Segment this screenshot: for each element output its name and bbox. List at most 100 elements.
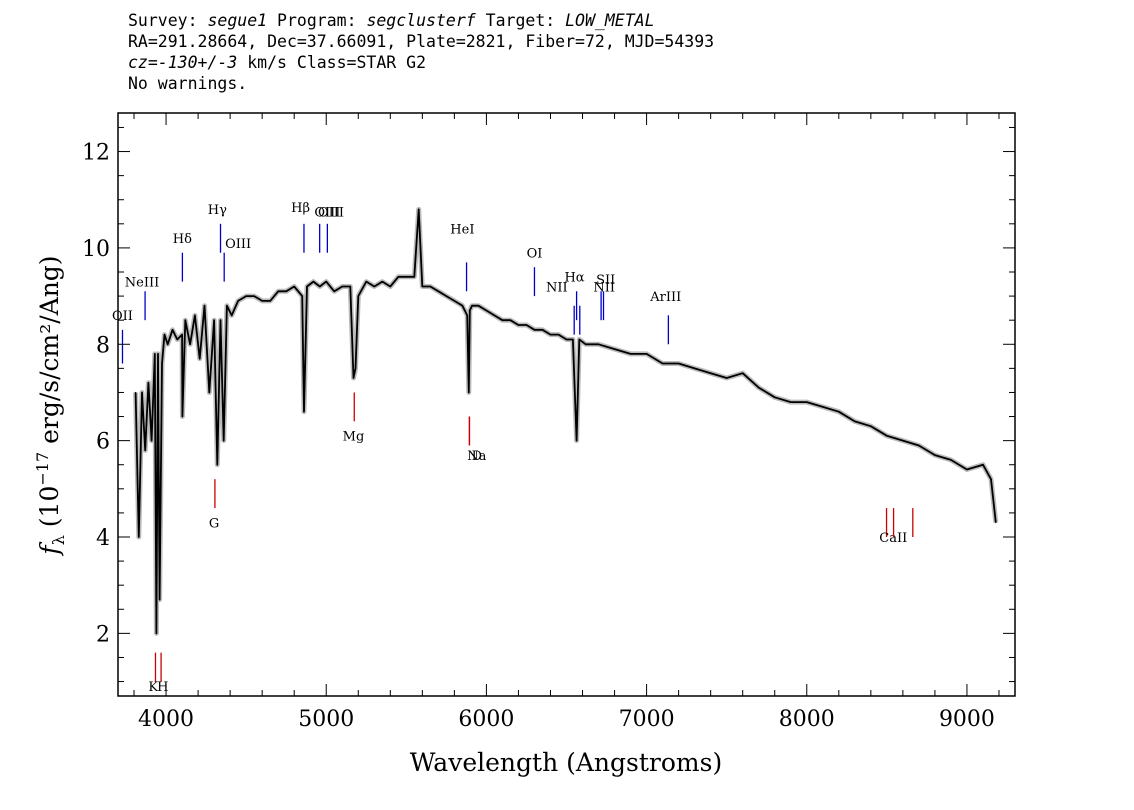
y-axis-title-exp: −17 [33,452,52,486]
y-tick-label: 6 [96,430,110,455]
data-point [301,295,303,297]
header-line-redshift: cz=-130+/-3 km/s Class=STAR G2 [128,52,1028,73]
data-point [429,285,431,288]
spectral-line-label-HeI: HeI [450,222,474,237]
data-point [261,300,263,302]
plot-frame [117,112,1016,697]
data-point [226,305,228,307]
data-point [167,343,169,345]
y-tick-label: 12 [82,141,110,166]
data-point [357,295,359,297]
x-tick-label: 9000 [939,707,995,732]
data-point [138,536,140,538]
data-point [854,420,856,422]
target-label: Target: [475,11,566,30]
data-point [493,314,496,316]
data-point [341,285,343,288]
survey-label: Survey: [128,11,208,30]
data-point [184,319,186,321]
spectral-line-label-NeIII: NeIII [125,275,159,290]
spectral-line-label-Hβ: Hβ [291,201,310,216]
data-point [161,362,163,365]
spectral-line-label-K: K [148,680,158,695]
data-point [437,290,439,292]
data-point [208,391,210,394]
spectral-line-label-Hδ: Hδ [173,232,192,247]
data-point [349,285,351,288]
data-point [982,464,984,466]
data-point [549,334,552,336]
data-point [306,285,308,288]
data-point [572,338,574,341]
data-point [995,521,997,524]
data-point [413,276,415,278]
data-point [189,343,191,345]
data-point [774,396,776,398]
data-point [509,319,512,321]
data-point [171,329,174,331]
data-point [176,338,178,341]
data-point [477,305,480,307]
data-point [950,459,952,461]
data-point [147,382,150,384]
data-point [389,285,391,288]
spectral-line-label-Hγ: Hγ [208,203,227,218]
data-point [245,295,247,297]
y-axis-title: fλ (10−17 erg/s/cm²/Ang) [33,255,68,556]
spectral-line-label-NII: NII [593,280,615,295]
data-point [597,343,600,345]
spectral-line-label-G: G [209,516,219,531]
data-point [838,411,840,413]
spectral-line-label-H: H [157,680,168,695]
x-tick-label: 4000 [138,707,194,732]
spectral-line-label-Na: Na [467,449,486,464]
y-tick-label: 4 [96,526,110,551]
y-axis-title-f: f [35,542,64,557]
data-point [990,478,992,480]
data-point [645,353,648,355]
data-point [381,281,383,283]
data-point [662,362,664,365]
data-point [333,290,335,292]
spectral-line-label-D: D [472,449,482,464]
spectral-line-label-OI: OI [527,247,543,262]
data-point [485,309,488,312]
data-point [157,353,159,355]
data-point [469,309,471,312]
data-point [151,440,153,442]
data-point [155,632,158,634]
data-point [293,285,295,288]
x-tick-label: 7000 [619,707,675,732]
data-point [575,440,578,442]
data-point [870,425,872,427]
data-point [934,454,936,456]
data-point [541,329,544,331]
data-point [918,444,920,447]
header-line-coordinates: RA=291.28664, Dec=37.66091, Plate=2821, … [128,32,715,51]
data-point [303,411,305,413]
spectral-line-label-SII: SII [596,273,615,288]
data-point [354,367,357,369]
data-point [629,353,632,355]
program-value: segclusterf [366,11,476,30]
data-point [237,300,239,302]
spectral-line-label-CaII: CaII [879,531,907,546]
class-value: km/s Class=STAR G2 [237,53,427,72]
data-point [397,276,399,278]
data-point [471,305,473,307]
series-group [133,206,999,636]
data-point [525,324,528,326]
data-point [565,338,568,341]
spectral-line-label-OIII: OIII [318,206,344,221]
data-point [269,300,271,302]
data-point [253,295,255,297]
survey-value: segue1 [207,11,268,30]
spectral-line-label-Hα: Hα [564,271,584,286]
spectral-line-label-OII: OII [112,309,133,324]
y-tick-label: 10 [82,237,110,262]
data-point [277,290,279,292]
x-tick-label: 8000 [779,707,835,732]
data-point [710,372,712,374]
data-point [421,285,423,288]
